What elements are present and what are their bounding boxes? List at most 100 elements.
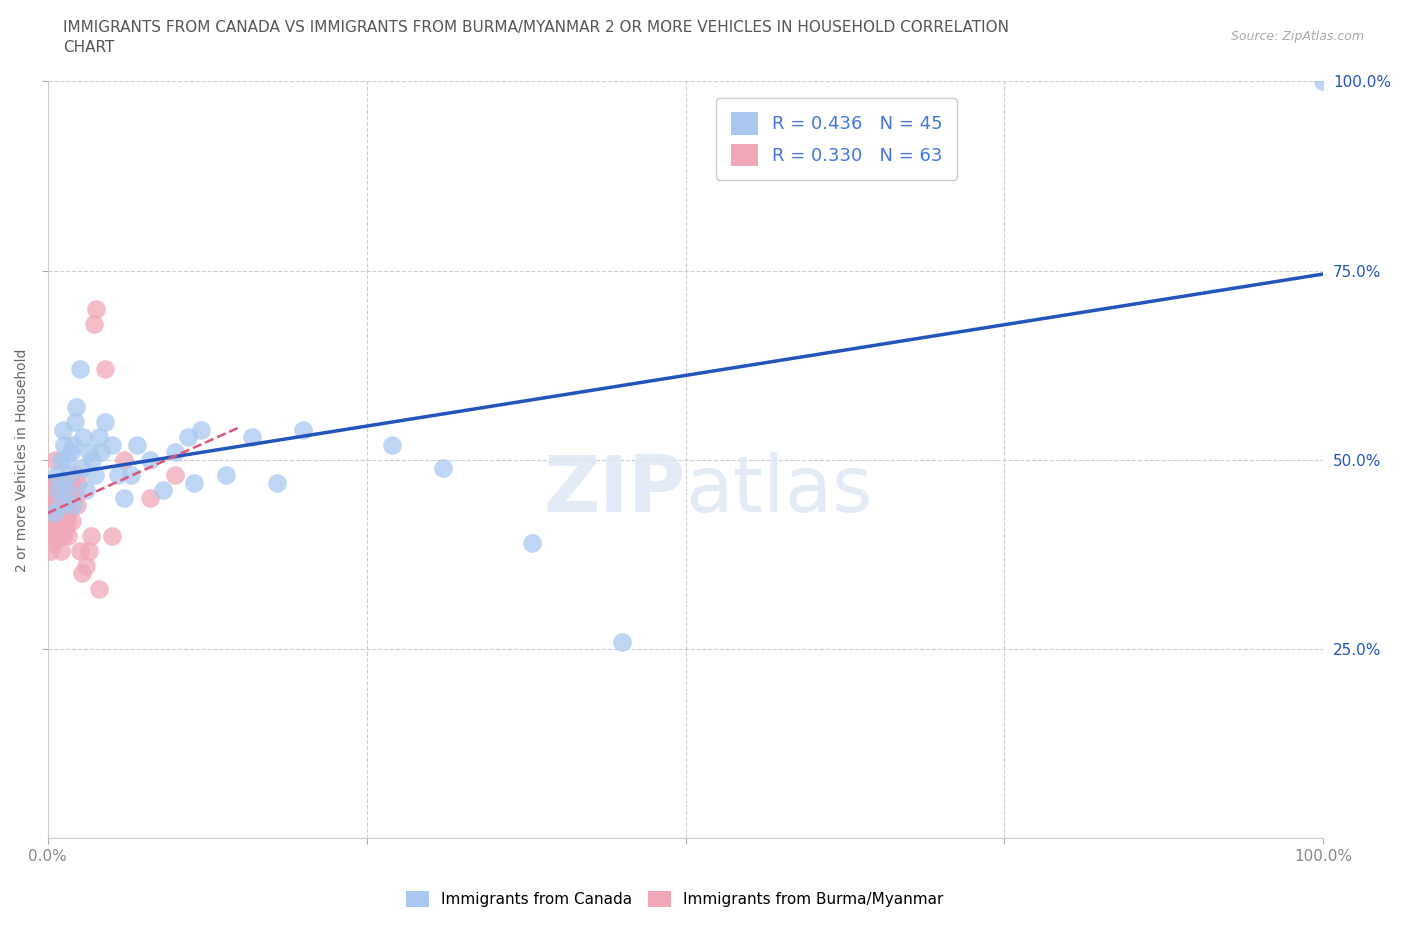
Point xyxy=(45,513,67,528)
Point xyxy=(112,453,135,468)
Point xyxy=(59,445,82,459)
Point xyxy=(65,468,87,483)
Point xyxy=(41,475,63,490)
Point xyxy=(45,490,67,505)
Point xyxy=(44,498,66,512)
Point xyxy=(177,430,200,445)
Point xyxy=(75,559,97,574)
Point xyxy=(72,430,94,445)
Point xyxy=(69,362,91,377)
Point xyxy=(42,536,65,551)
Point xyxy=(55,498,77,512)
Point xyxy=(62,490,84,505)
Point xyxy=(77,445,100,459)
Point xyxy=(53,483,76,498)
Point xyxy=(46,475,69,490)
Point xyxy=(94,415,117,430)
Point xyxy=(1312,74,1334,89)
Point xyxy=(58,483,80,498)
Point xyxy=(139,453,162,468)
Point xyxy=(83,316,105,331)
Point xyxy=(84,468,107,483)
Text: IMMIGRANTS FROM CANADA VS IMMIGRANTS FROM BURMA/MYANMAR 2 OR MORE VEHICLES IN HO: IMMIGRANTS FROM CANADA VS IMMIGRANTS FRO… xyxy=(63,20,1010,35)
Point xyxy=(63,415,86,430)
Point xyxy=(51,513,73,528)
Point xyxy=(82,453,104,468)
Text: atlas: atlas xyxy=(686,452,873,528)
Point xyxy=(100,437,122,452)
Point xyxy=(48,483,70,498)
Legend: R = 0.436   N = 45, R = 0.330   N = 63: R = 0.436 N = 45, R = 0.330 N = 63 xyxy=(716,98,957,180)
Point xyxy=(165,445,187,459)
Point xyxy=(49,521,72,536)
Point xyxy=(125,437,148,452)
Point xyxy=(56,513,79,528)
Point xyxy=(291,422,314,437)
Text: Source: ZipAtlas.com: Source: ZipAtlas.com xyxy=(1230,30,1364,43)
Y-axis label: 2 or more Vehicles in Household: 2 or more Vehicles in Household xyxy=(15,348,30,572)
Point xyxy=(152,483,174,498)
Point xyxy=(48,506,70,521)
Point xyxy=(52,528,75,543)
Point xyxy=(381,437,404,452)
Point xyxy=(37,498,59,512)
Point xyxy=(42,483,65,498)
Point xyxy=(62,498,84,512)
Point xyxy=(183,475,205,490)
Point xyxy=(38,483,60,498)
Point xyxy=(69,543,91,558)
Point xyxy=(42,483,65,498)
Point xyxy=(120,468,142,483)
Point xyxy=(58,468,80,483)
Point xyxy=(63,483,86,498)
Point xyxy=(49,498,72,512)
Point xyxy=(46,498,69,512)
Point xyxy=(49,498,72,512)
Point xyxy=(42,528,65,543)
Point xyxy=(240,430,263,445)
Point xyxy=(87,581,110,596)
Point xyxy=(610,634,633,649)
Point xyxy=(41,521,63,536)
Point xyxy=(39,490,62,505)
Legend: Immigrants from Canada, Immigrants from Burma/Myanmar: Immigrants from Canada, Immigrants from … xyxy=(399,884,950,915)
Point xyxy=(41,498,63,512)
Point xyxy=(56,453,79,468)
Point xyxy=(70,460,93,475)
Point xyxy=(55,521,77,536)
Point xyxy=(56,490,79,505)
Point xyxy=(39,543,62,558)
Point xyxy=(59,475,82,490)
Point xyxy=(107,468,129,483)
Point xyxy=(432,460,454,475)
Point xyxy=(56,528,79,543)
Text: ZIP: ZIP xyxy=(543,452,686,528)
Point xyxy=(51,490,73,505)
Point xyxy=(62,437,84,452)
Point xyxy=(52,422,75,437)
Point xyxy=(53,437,76,452)
Text: CHART: CHART xyxy=(63,40,115,55)
Point xyxy=(67,475,90,490)
Point xyxy=(56,483,79,498)
Point xyxy=(165,468,187,483)
Point xyxy=(266,475,288,490)
Point xyxy=(38,506,60,521)
Point xyxy=(522,536,544,551)
Point xyxy=(75,483,97,498)
Point xyxy=(77,543,100,558)
Point xyxy=(42,513,65,528)
Point xyxy=(49,543,72,558)
Point xyxy=(70,566,93,581)
Point xyxy=(56,506,79,521)
Point xyxy=(42,506,65,521)
Point xyxy=(44,453,66,468)
Point xyxy=(44,475,66,490)
Point xyxy=(100,528,122,543)
Point xyxy=(90,445,112,459)
Point xyxy=(94,362,117,377)
Point xyxy=(45,468,67,483)
Point xyxy=(80,528,103,543)
Point xyxy=(46,483,69,498)
Point xyxy=(84,301,107,316)
